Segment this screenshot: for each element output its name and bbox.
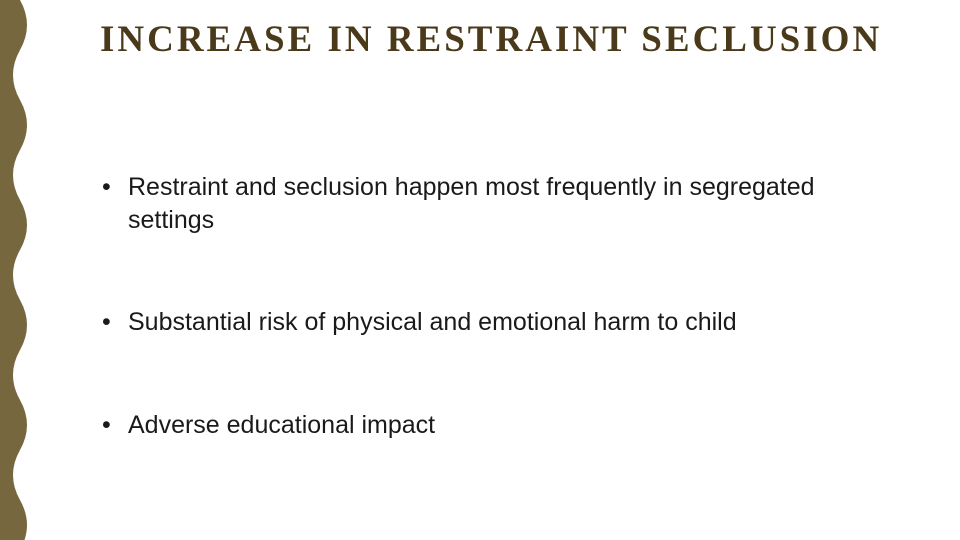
slide-title: INCREASE IN RESTRAINT SECLUSION [100,18,900,61]
bullet-item: Restraint and seclusion happen most freq… [100,171,900,236]
bullet-item: Adverse educational impact [100,409,900,442]
wave-path [0,0,27,540]
bullet-item: Substantial risk of physical and emotion… [100,306,900,339]
bullet-list: Restraint and seclusion happen most freq… [100,171,900,441]
slide-content: INCREASE IN RESTRAINT SECLUSION Restrain… [100,18,900,511]
wave-decoration [0,0,40,540]
